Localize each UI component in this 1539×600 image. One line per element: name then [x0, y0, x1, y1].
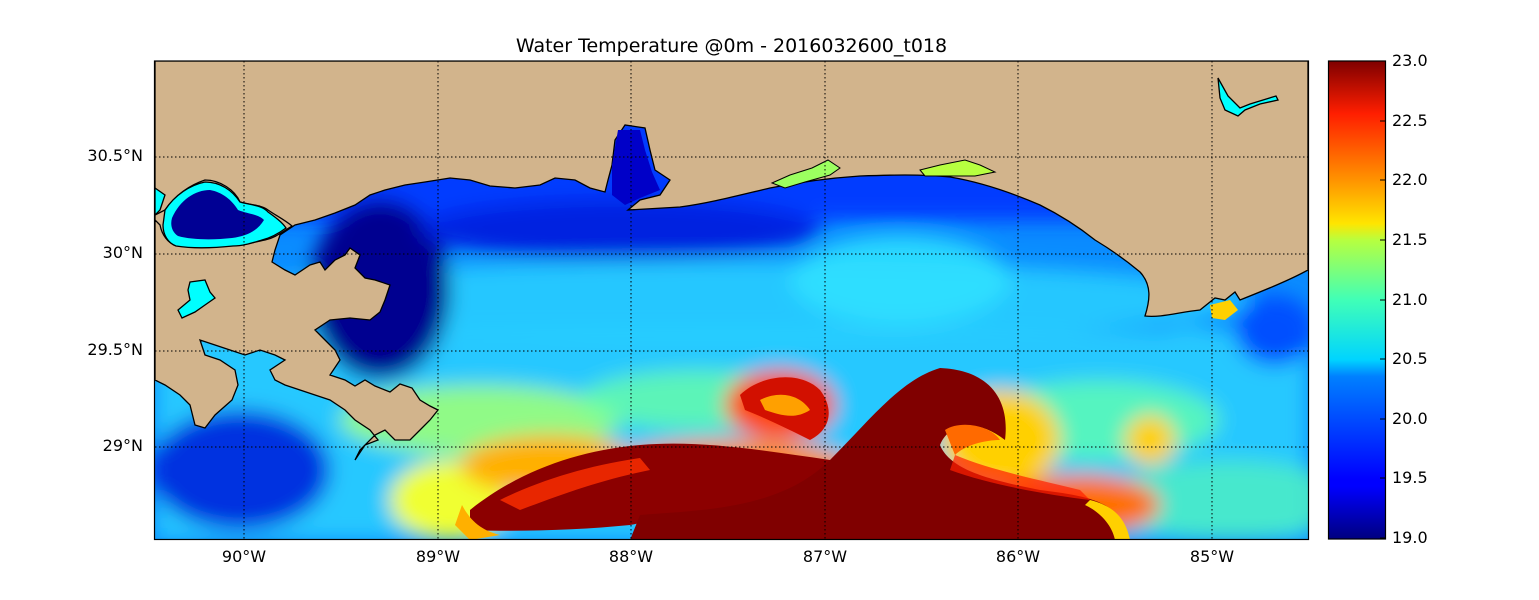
coastal-warm-spot	[1210, 300, 1238, 320]
lake-temperature	[171, 190, 264, 240]
lat-label-29: 29°N	[102, 436, 143, 455]
colorbar-label-23-0: 23.0	[1392, 51, 1428, 70]
lon-label-85w: 85°W	[1189, 547, 1235, 566]
colorbar-label-20-0: 20.0	[1392, 409, 1428, 428]
lon-label-88w: 88°W	[608, 547, 654, 566]
lon-label-86w: 86°W	[995, 547, 1041, 566]
map-plot-area	[155, 61, 1308, 539]
colorbar-label-22-5: 22.5	[1392, 111, 1428, 130]
colorbar-label-19-5: 19.5	[1392, 468, 1428, 487]
lat-label-30: 30°N	[102, 243, 143, 262]
colorbar	[1327, 60, 1387, 540]
map-frame	[153, 60, 1310, 541]
land-mass	[155, 61, 1308, 461]
lon-label-89w: 89°W	[415, 547, 461, 566]
coastal-warm-band-2	[919, 159, 997, 177]
coastal-warm-band	[770, 159, 841, 189]
colorbar-label-20-5: 20.5	[1392, 349, 1428, 368]
colorbar-label-22-0: 22.0	[1392, 170, 1428, 189]
colorbar-ticks	[1380, 60, 1386, 539]
lat-label-30-5: 30.5°N	[87, 146, 143, 165]
lon-label-90w: 90°W	[221, 547, 267, 566]
colorbar-label-21-0: 21.0	[1392, 290, 1428, 309]
colorbar-label-19-0: 19.0	[1392, 528, 1428, 547]
lon-label-87w: 87°W	[802, 547, 848, 566]
grid-lines	[155, 61, 1308, 539]
bay-temperature	[612, 130, 660, 205]
lat-label-29-5: 29.5°N	[87, 340, 143, 359]
colorbar-label-21-5: 21.5	[1392, 230, 1428, 249]
map-title: Water Temperature @0m - 2016032600_t018	[515, 35, 948, 57]
